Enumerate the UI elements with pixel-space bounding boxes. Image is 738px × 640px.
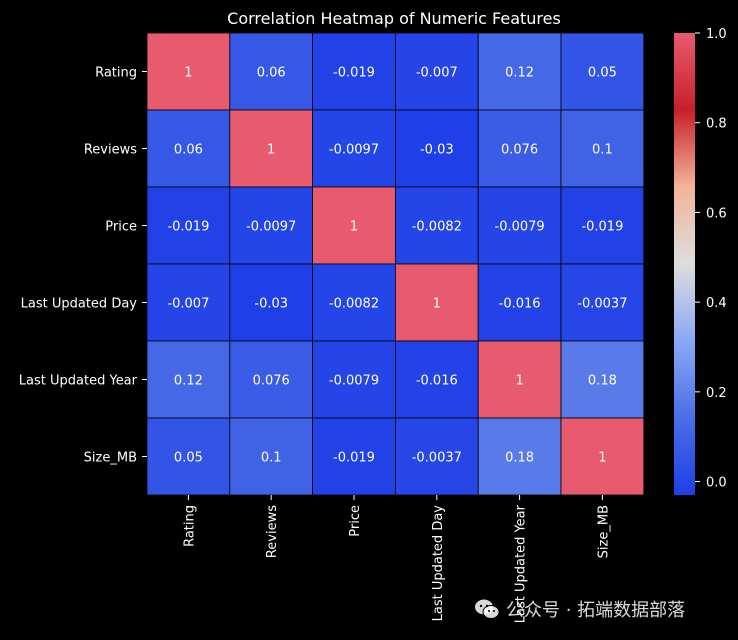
colorbar-tick-label: 0.0 [706, 476, 727, 491]
cell-value-label: -0.016 [416, 374, 458, 389]
cell-value-label: -0.0082 [329, 297, 379, 312]
heatmap-cell [560, 417, 645, 496]
heatmap-cell [312, 263, 396, 342]
cell-value-label: 0.05 [174, 451, 203, 466]
colorbar: 0.0 0.2 0.4 0.6 0.8 1.0 [674, 27, 727, 495]
cell-value-label: -0.0037 [577, 297, 627, 312]
cell-value-label: -0.0037 [412, 451, 462, 466]
colorbar-tick-label: 1.0 [706, 27, 727, 42]
heatmap-cell [477, 340, 562, 419]
cell-value-label: -0.019 [167, 220, 209, 235]
cell-value-label: 1 [350, 220, 358, 235]
row-tick-label: Reviews [84, 143, 137, 158]
cell-value-label: -0.019 [581, 220, 623, 235]
row-tick-label: Size_MB [84, 451, 137, 466]
heatmap-cell [394, 32, 479, 111]
heatmap-cell [477, 32, 562, 111]
cell-value-label: 0.18 [505, 451, 534, 466]
heatmap-cell [229, 186, 314, 265]
cell-value-label: -0.019 [333, 66, 375, 81]
cell-value-label: 0.12 [174, 374, 203, 389]
cell-value-label: 0.076 [253, 374, 290, 389]
heatmap-cell [146, 32, 231, 111]
cell-value-label: 0.05 [588, 66, 617, 81]
heatmap-cell [146, 340, 231, 419]
colorbar-tick-label: 0.4 [706, 296, 727, 311]
heatmap-cell [477, 186, 562, 265]
cell-value-label: -0.0079 [495, 220, 545, 235]
cell-value-label: 0.06 [257, 66, 286, 81]
column-tick-label: Size_MB [596, 505, 611, 558]
column-tick-label: Rating [182, 505, 197, 547]
heatmap-cell [229, 32, 314, 111]
cell-value-label: -0.03 [254, 297, 288, 312]
row-tick-label: Last Updated Year [19, 374, 138, 389]
heatmap-cell [560, 186, 645, 265]
row-tick-label: Rating [95, 66, 137, 81]
cell-value-label: 0.12 [505, 66, 534, 81]
cell-value-label: 0.1 [261, 451, 282, 466]
cell-value-label: 1 [184, 66, 192, 81]
cell-value-label: -0.0082 [412, 220, 462, 235]
heatmap-cell [560, 340, 645, 419]
heatmap-cell [229, 263, 314, 342]
cell-value-label: 1 [598, 451, 606, 466]
heatmap-cell [394, 109, 479, 188]
cell-value-label: 0.18 [588, 374, 617, 389]
column-tick-label: Last Updated Day [431, 505, 446, 622]
cell-value-label: -0.0097 [246, 220, 296, 235]
cell-value-label: 0.076 [501, 143, 538, 158]
heatmap-cell [477, 417, 562, 496]
heatmap-cell [477, 263, 562, 342]
row-tick-label: Last Updated Day [21, 297, 138, 312]
cell-value-label: -0.0097 [329, 143, 379, 158]
heatmap-cell [312, 186, 396, 265]
heatmap-cell [229, 109, 314, 188]
row-tick-labels: Rating Reviews Price Last Updated Day Last U… [19, 66, 147, 466]
heatmap-cell [146, 263, 231, 342]
heatmap-cell [312, 340, 396, 419]
cell-value-label: -0.016 [499, 297, 541, 312]
cell-value-label: 1 [433, 297, 441, 312]
cell-value-label: -0.007 [416, 66, 458, 81]
column-tick-labels: Rating Reviews Price Last Updated Day Last U… [182, 495, 611, 623]
heatmap-cell [312, 32, 396, 111]
column-tick-label: Last Updated Year [514, 504, 529, 623]
cell-value-label: -0.007 [167, 297, 209, 312]
heatmap-cell [146, 417, 231, 496]
heatmap-cell [146, 186, 231, 265]
heatmap-cells: 1 0.06 -0.019 -0.007 0.12 0.05 0.06 1 -0.0097 -0.… [146, 32, 645, 496]
heatmap-cell [560, 32, 645, 111]
column-tick-label: Price [348, 505, 363, 537]
heatmap-cell [560, 263, 645, 342]
heatmap-cell [394, 340, 479, 419]
cell-value-label: -0.03 [420, 143, 454, 158]
colorbar-tick-label: 0.8 [706, 117, 727, 132]
column-tick-label: Reviews [265, 505, 280, 558]
colorbar-tick-label: 0.2 [706, 386, 727, 401]
cell-value-label: 0.1 [592, 143, 613, 158]
cell-value-label: 1 [515, 374, 523, 389]
row-tick-label: Price [105, 220, 137, 235]
colorbar-tick-label: 0.6 [706, 206, 727, 221]
cell-value-label: 0.06 [174, 143, 203, 158]
colorbar-gradient [674, 33, 695, 495]
cell-value-label: -0.019 [333, 451, 375, 466]
cell-value-label: -0.0079 [329, 374, 379, 389]
heatmap-cell [560, 109, 645, 188]
cell-value-label: 1 [267, 143, 275, 158]
chart-title: Correlation Heatmap of Numeric Features [227, 9, 561, 28]
heatmap-cell [394, 263, 479, 342]
heatmap-cell [394, 186, 479, 265]
